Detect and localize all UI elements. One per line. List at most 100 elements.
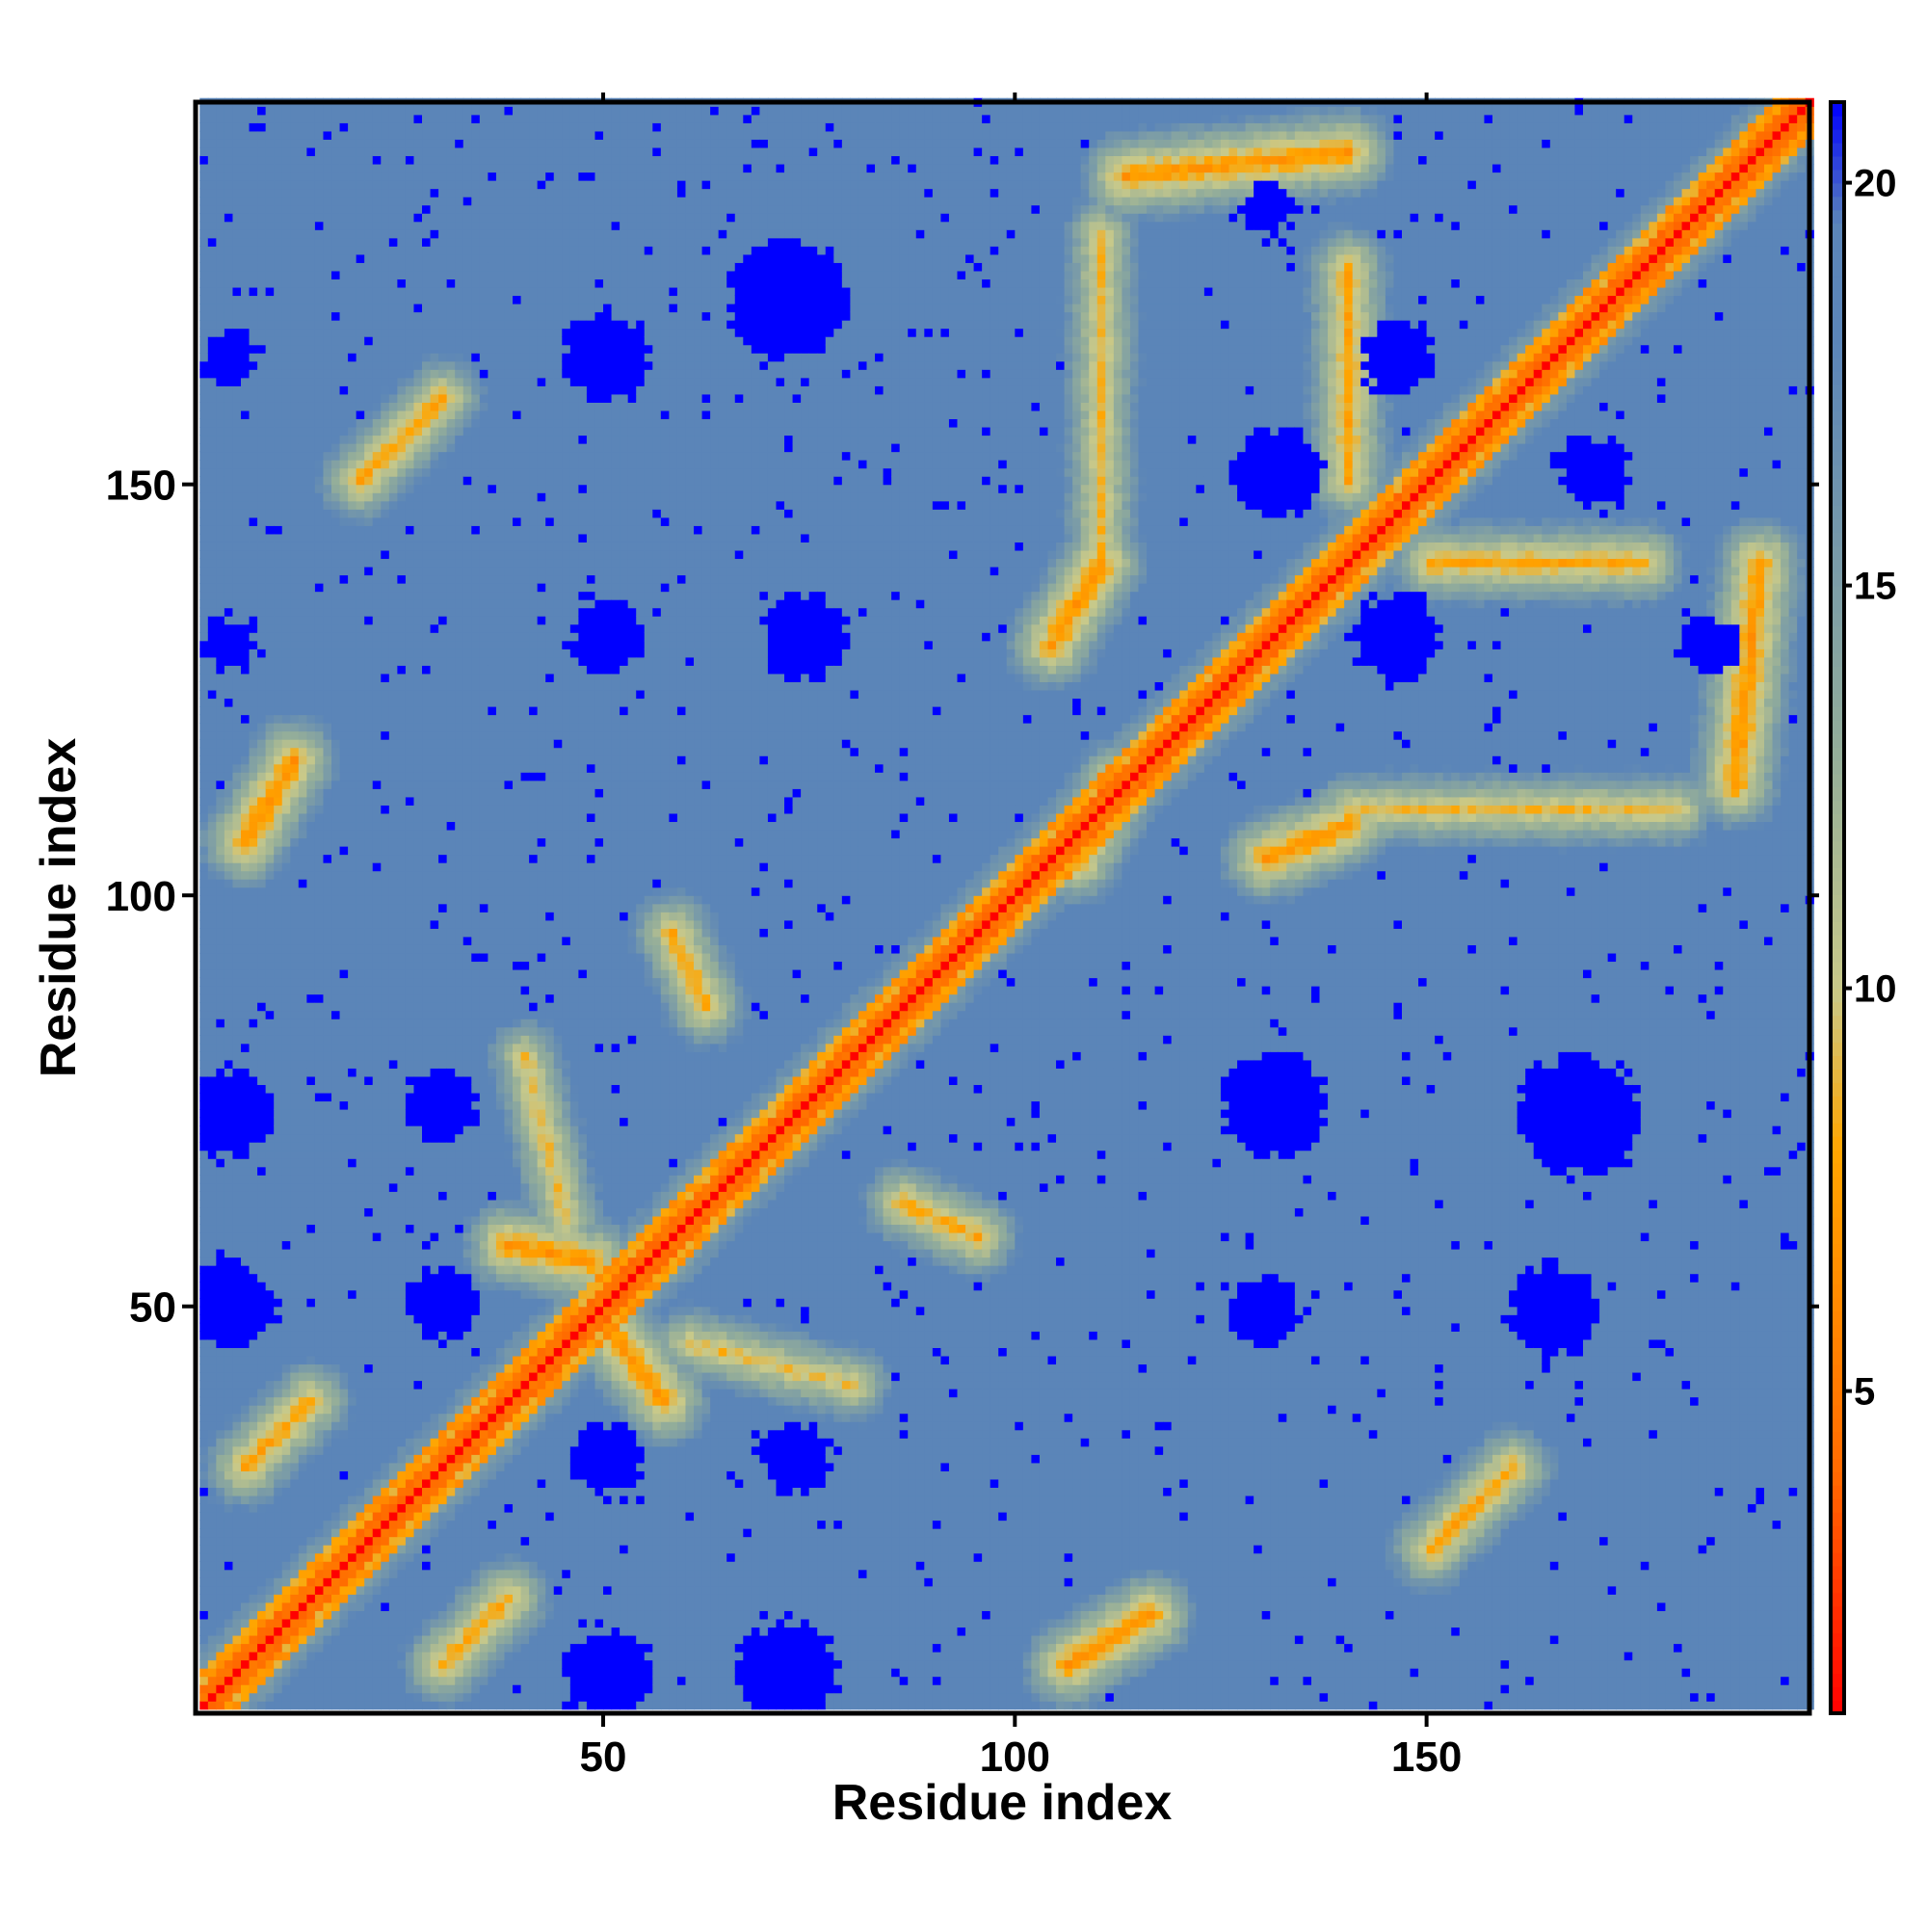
heatmap-cell — [331, 1684, 340, 1693]
heatmap-cell — [241, 846, 250, 855]
heatmap-cell — [406, 1446, 414, 1455]
heatmap-cell — [356, 1044, 365, 1052]
heatmap-cell — [397, 986, 406, 994]
heatmap-cell — [250, 460, 258, 468]
heatmap-cell — [389, 542, 398, 550]
heatmap-cell — [290, 1553, 299, 1562]
heatmap-cell — [364, 1093, 373, 1101]
heatmap-cell — [241, 222, 250, 230]
heatmap-cell — [274, 788, 282, 797]
heatmap-cell — [315, 320, 324, 329]
heatmap-cell — [199, 1487, 208, 1495]
heatmap-cell — [250, 1363, 258, 1372]
heatmap-cell — [250, 1240, 258, 1249]
heatmap-cell — [340, 534, 349, 543]
heatmap-cell — [315, 879, 324, 887]
heatmap-cell — [274, 1339, 282, 1348]
heatmap-cell — [348, 1002, 356, 1011]
heatmap-cell — [232, 813, 241, 822]
heatmap-cell — [381, 1610, 389, 1619]
heatmap-cell — [266, 674, 275, 682]
heatmap-cell — [331, 665, 340, 674]
heatmap-cell — [208, 378, 217, 386]
heatmap-cell — [257, 1298, 266, 1307]
heatmap-cell — [340, 616, 349, 624]
heatmap-cell — [348, 583, 356, 592]
heatmap-cell — [340, 1372, 349, 1381]
heatmap-cell — [364, 994, 373, 1003]
heatmap-cell — [306, 345, 315, 354]
heatmap-cell — [282, 418, 291, 427]
heatmap-cell — [373, 953, 382, 962]
heatmap-cell — [315, 1060, 324, 1069]
heatmap-cell — [282, 632, 291, 641]
heatmap-cell — [250, 1479, 258, 1488]
heatmap-cell — [397, 1076, 406, 1085]
heatmap-cell — [257, 1027, 266, 1036]
heatmap-cell — [216, 846, 224, 855]
heatmap-cell — [224, 1610, 233, 1619]
heatmap-cell — [306, 1290, 315, 1299]
heatmap-cell — [348, 254, 356, 263]
heatmap-cell — [299, 1381, 307, 1389]
heatmap-cell — [266, 1027, 275, 1036]
heatmap-cell — [266, 1134, 275, 1143]
heatmap-cell — [199, 1100, 208, 1109]
heatmap-cell — [241, 706, 250, 715]
heatmap-cell — [290, 172, 299, 181]
heatmap-cell — [274, 1545, 282, 1553]
heatmap-cell — [199, 262, 208, 271]
heatmap-cell — [274, 1347, 282, 1356]
heatmap-cell — [348, 690, 356, 699]
heatmap-cell — [323, 1232, 331, 1241]
heatmap-cell — [331, 229, 340, 238]
heatmap-cell — [389, 435, 398, 443]
heatmap-cell — [381, 1019, 389, 1027]
heatmap-cell — [224, 435, 233, 443]
heatmap-cell — [306, 468, 315, 477]
heatmap-cell — [208, 1372, 217, 1381]
heatmap-cell — [250, 1118, 258, 1126]
heatmap-cell — [257, 517, 266, 526]
heatmap-cell — [290, 1100, 299, 1109]
heatmap-cell — [290, 1512, 299, 1521]
heatmap-cell — [266, 1397, 275, 1406]
heatmap-cell — [389, 139, 398, 147]
heatmap-cell — [348, 1051, 356, 1060]
heatmap-cell — [340, 304, 349, 312]
heatmap-cell — [216, 1084, 224, 1093]
heatmap-cell — [241, 1643, 250, 1652]
heatmap-cell — [232, 460, 241, 468]
heatmap-cell — [397, 427, 406, 436]
heatmap-cell — [364, 978, 373, 987]
heatmap-cell — [306, 1257, 315, 1266]
heatmap-cell — [331, 1577, 340, 1586]
heatmap-cell — [224, 1545, 233, 1553]
heatmap-cell — [299, 1528, 307, 1537]
heatmap-cell — [250, 1331, 258, 1339]
heatmap-cell — [364, 1356, 373, 1364]
heatmap-cell — [274, 1019, 282, 1027]
heatmap-cell — [299, 418, 307, 427]
heatmap-cell — [216, 1339, 224, 1348]
heatmap-cell — [364, 567, 373, 575]
heatmap-cell — [224, 1454, 233, 1463]
heatmap-cell — [397, 1586, 406, 1595]
heatmap-cell — [282, 994, 291, 1003]
heatmap-cell — [323, 1356, 331, 1364]
heatmap-cell — [274, 1503, 282, 1512]
heatmap-cell — [315, 558, 324, 567]
heatmap-cell — [257, 254, 266, 263]
heatmap-cell — [348, 1339, 356, 1348]
heatmap-cell — [224, 1060, 233, 1069]
heatmap-cell — [331, 287, 340, 296]
heatmap-cell — [232, 1528, 241, 1537]
heatmap-cell — [290, 271, 299, 279]
heatmap-cell — [364, 320, 373, 329]
heatmap-cell — [356, 1487, 365, 1495]
heatmap-cell — [397, 1191, 406, 1200]
heatmap-cell — [241, 1594, 250, 1602]
heatmap-cell — [306, 1577, 315, 1586]
heatmap-cell — [216, 887, 224, 896]
heatmap-cell — [315, 1118, 324, 1126]
